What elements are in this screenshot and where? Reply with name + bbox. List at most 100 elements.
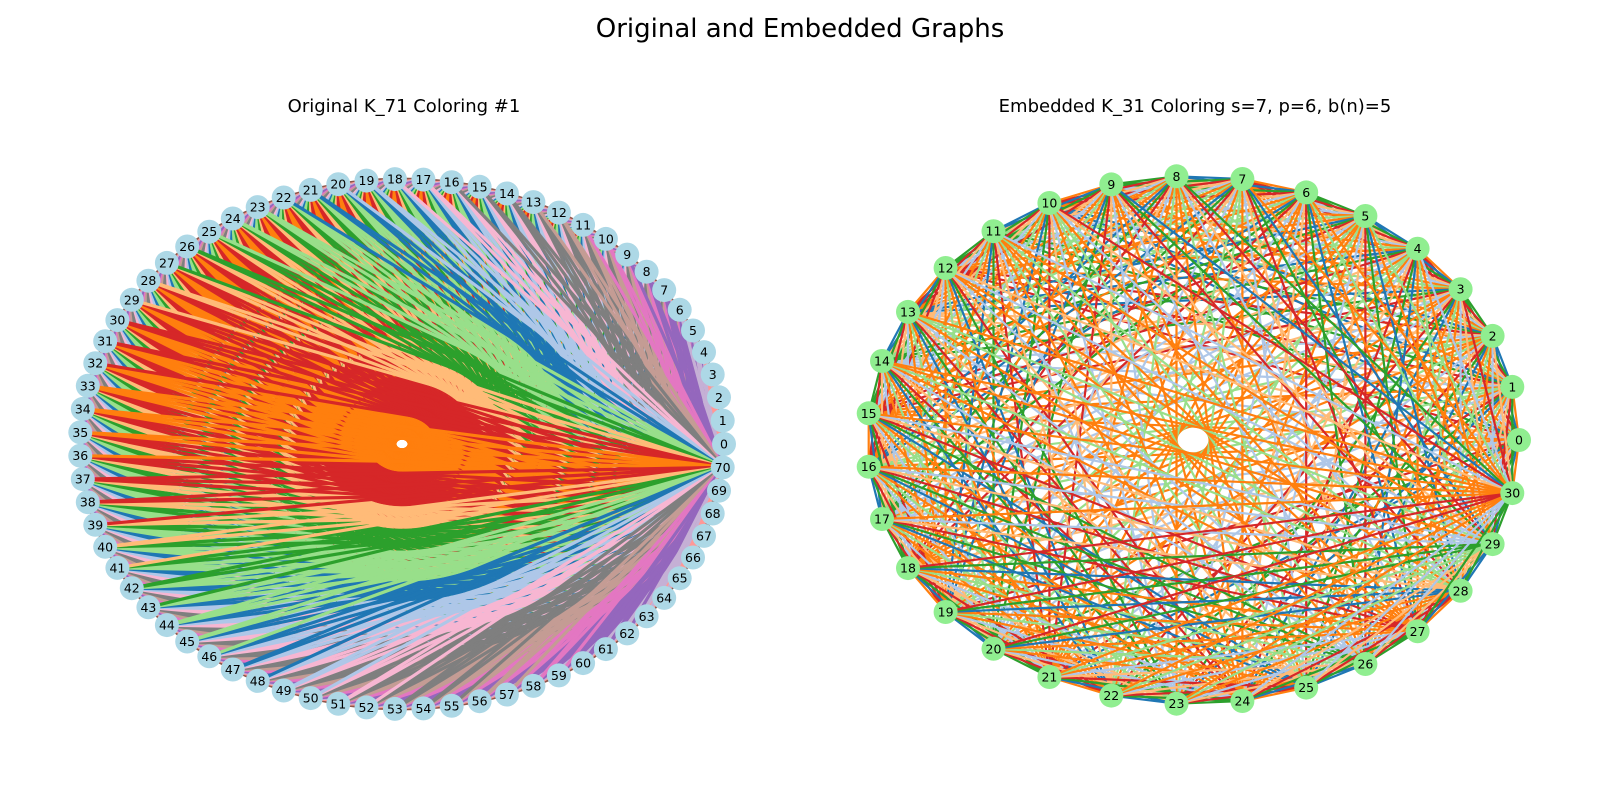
node-label: 10 [598, 231, 614, 246]
node-label: 31 [97, 334, 113, 349]
node-label: 3 [1457, 282, 1465, 297]
node [494, 181, 519, 206]
edge [993, 230, 1513, 388]
node-label: 1 [1508, 379, 1516, 394]
node [710, 455, 735, 480]
node [1164, 691, 1189, 716]
node-label: 35 [72, 425, 88, 440]
node-label: 68 [705, 506, 721, 521]
edge [868, 412, 1244, 702]
edge [907, 543, 1493, 570]
node [467, 174, 492, 199]
edge [1241, 178, 1462, 592]
node [1037, 191, 1062, 215]
edge [309, 466, 724, 700]
node [1448, 277, 1473, 302]
edge [186, 465, 724, 644]
edge [1241, 492, 1513, 702]
edge [1364, 215, 1494, 545]
node [707, 478, 731, 503]
node-label: 42 [124, 581, 140, 596]
node [245, 668, 270, 693]
edge [80, 430, 723, 469]
node-label: 17 [415, 172, 431, 187]
node-label: 53 [387, 701, 403, 716]
node-label: 8 [643, 264, 651, 279]
edge [906, 230, 995, 569]
node-label: 33 [80, 378, 96, 393]
node-label: 66 [685, 550, 701, 565]
edge [256, 205, 724, 469]
node-label: 56 [472, 694, 488, 709]
node [1405, 236, 1430, 261]
node [271, 678, 296, 703]
node-label: 58 [525, 678, 541, 693]
edge [166, 465, 724, 627]
node-label: 7 [1238, 172, 1246, 187]
edge [478, 185, 724, 469]
node-label: 25 [201, 224, 217, 239]
node-label: 47 [225, 662, 241, 677]
node [981, 219, 1006, 244]
node-label: 11 [575, 217, 591, 232]
edge [1048, 202, 1513, 495]
node-label: 37 [75, 472, 91, 487]
node [70, 396, 95, 421]
node [354, 695, 379, 720]
edge [131, 465, 724, 590]
node [1405, 619, 1430, 644]
node [467, 689, 492, 714]
node [68, 420, 93, 445]
edge [393, 177, 724, 469]
node [439, 693, 464, 718]
edge [450, 181, 724, 469]
node-label: 28 [140, 273, 156, 288]
edge [604, 466, 725, 650]
node-label: 23 [1169, 696, 1185, 711]
edge [868, 465, 1513, 495]
node-label: 52 [359, 700, 375, 715]
node [1294, 180, 1319, 205]
node [667, 297, 692, 322]
edge [422, 466, 724, 710]
node [105, 308, 130, 333]
node [154, 250, 179, 275]
node-label: 41 [109, 560, 125, 575]
edge [147, 279, 724, 469]
edge [87, 465, 723, 504]
node-label: 22 [1103, 688, 1119, 703]
node-label: 14 [874, 354, 890, 369]
node-label: 20 [986, 641, 1002, 656]
edge [1175, 492, 1513, 705]
edge [992, 231, 1051, 678]
node-label: 16 [861, 459, 877, 474]
node-label: 4 [700, 345, 708, 360]
node-label: 29 [1485, 537, 1501, 552]
node [411, 696, 436, 721]
edge [1048, 202, 1520, 441]
node-label: 27 [159, 255, 175, 270]
node [521, 673, 546, 698]
node-label: 19 [938, 605, 954, 620]
edge [282, 196, 724, 469]
edge [232, 217, 724, 469]
edge [309, 188, 724, 469]
edge [867, 183, 1113, 468]
node [136, 268, 161, 293]
node [1500, 481, 1525, 506]
edge [868, 465, 1366, 666]
edge [1048, 202, 1462, 592]
edge [104, 465, 723, 549]
node [298, 177, 323, 202]
edge [907, 288, 1461, 313]
node-label: 21 [303, 182, 319, 197]
node [326, 691, 351, 716]
edge [1241, 178, 1514, 494]
edge [422, 178, 724, 469]
node-label: 60 [575, 656, 591, 671]
node [681, 545, 705, 570]
edge [148, 465, 724, 609]
node-label: 18 [900, 561, 916, 576]
edge [945, 492, 1513, 614]
node [652, 278, 677, 303]
